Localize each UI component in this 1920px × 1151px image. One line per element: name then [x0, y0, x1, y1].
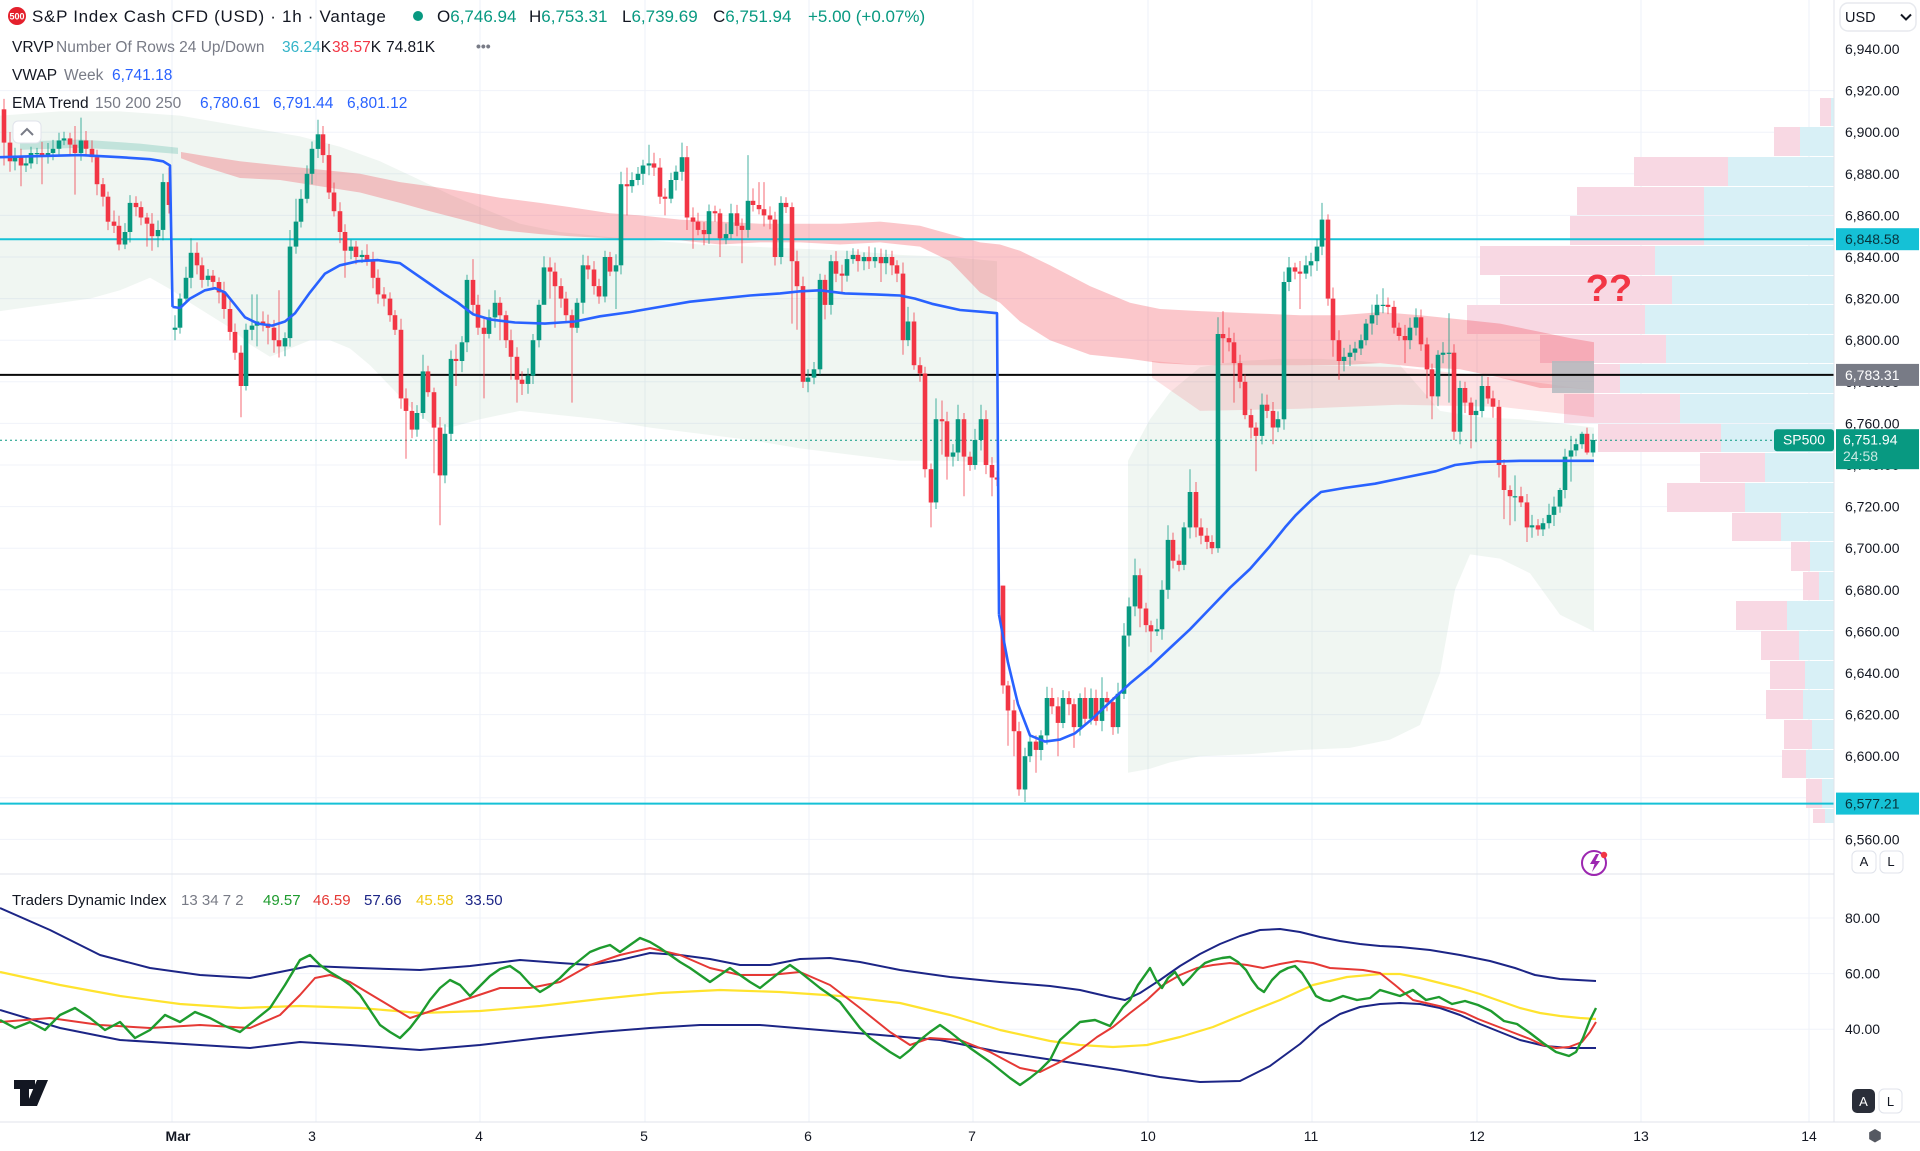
svg-text:S&P Index Cash CFD (USD) · 1h: S&P Index Cash CFD (USD) · 1h · Vantage — [32, 7, 387, 26]
svg-text:6,880.00: 6,880.00 — [1845, 166, 1900, 182]
svg-text:6,700.00: 6,700.00 — [1845, 540, 1900, 556]
svg-text:6,600.00: 6,600.00 — [1845, 748, 1900, 764]
svg-text:6,680.00: 6,680.00 — [1845, 582, 1900, 598]
svg-text:11: 11 — [1304, 1128, 1319, 1144]
svg-text:6,840.00: 6,840.00 — [1845, 249, 1900, 265]
svg-text:60.00: 60.00 — [1845, 966, 1880, 982]
svg-text:L: L — [1887, 854, 1894, 869]
svg-text:??: ?? — [1586, 268, 1632, 310]
svg-text:6,560.00: 6,560.00 — [1845, 831, 1900, 847]
svg-text:14: 14 — [1801, 1128, 1817, 1144]
svg-text:USD: USD — [1845, 10, 1876, 26]
svg-text:6,860.00: 6,860.00 — [1845, 207, 1900, 223]
svg-text:6,848.58: 6,848.58 — [1845, 231, 1900, 247]
svg-text:80.00: 80.00 — [1845, 910, 1880, 926]
svg-text:10: 10 — [1140, 1128, 1156, 1144]
svg-text:Mar: Mar — [166, 1128, 191, 1144]
svg-text:24:58: 24:58 — [1843, 448, 1878, 464]
svg-text:6,940.00: 6,940.00 — [1845, 41, 1900, 57]
svg-text:A: A — [1859, 1094, 1868, 1109]
svg-text:7: 7 — [968, 1128, 976, 1144]
svg-text:6,640.00: 6,640.00 — [1845, 665, 1900, 681]
svg-text:6,620.00: 6,620.00 — [1845, 707, 1900, 723]
svg-text:6,820.00: 6,820.00 — [1845, 291, 1900, 307]
svg-text:6,660.00: 6,660.00 — [1845, 623, 1900, 639]
svg-text:5: 5 — [640, 1128, 648, 1144]
svg-text:4: 4 — [475, 1128, 483, 1144]
svg-text:•••: ••• — [476, 38, 491, 54]
svg-text:6: 6 — [804, 1128, 812, 1144]
svg-text:A: A — [1860, 854, 1869, 869]
svg-text:6,720.00: 6,720.00 — [1845, 499, 1900, 515]
svg-text:L: L — [1887, 1094, 1894, 1109]
svg-text:6,783.31: 6,783.31 — [1845, 367, 1900, 383]
svg-text:6,800.00: 6,800.00 — [1845, 332, 1900, 348]
svg-text:40.00: 40.00 — [1845, 1021, 1880, 1037]
svg-text:13: 13 — [1633, 1128, 1649, 1144]
svg-text:6,577.21: 6,577.21 — [1845, 796, 1900, 812]
svg-text:6,760.00: 6,760.00 — [1845, 415, 1900, 431]
svg-text:⬢: ⬢ — [1868, 1128, 1882, 1145]
svg-text:6,920.00: 6,920.00 — [1845, 83, 1900, 99]
svg-text:6,900.00: 6,900.00 — [1845, 124, 1900, 140]
svg-text:3: 3 — [308, 1128, 316, 1144]
svg-text:6,751.94: 6,751.94 — [1843, 432, 1898, 448]
svg-text:SP500: SP500 — [1783, 432, 1825, 448]
svg-text:500: 500 — [9, 12, 24, 22]
svg-text:12: 12 — [1469, 1128, 1485, 1144]
